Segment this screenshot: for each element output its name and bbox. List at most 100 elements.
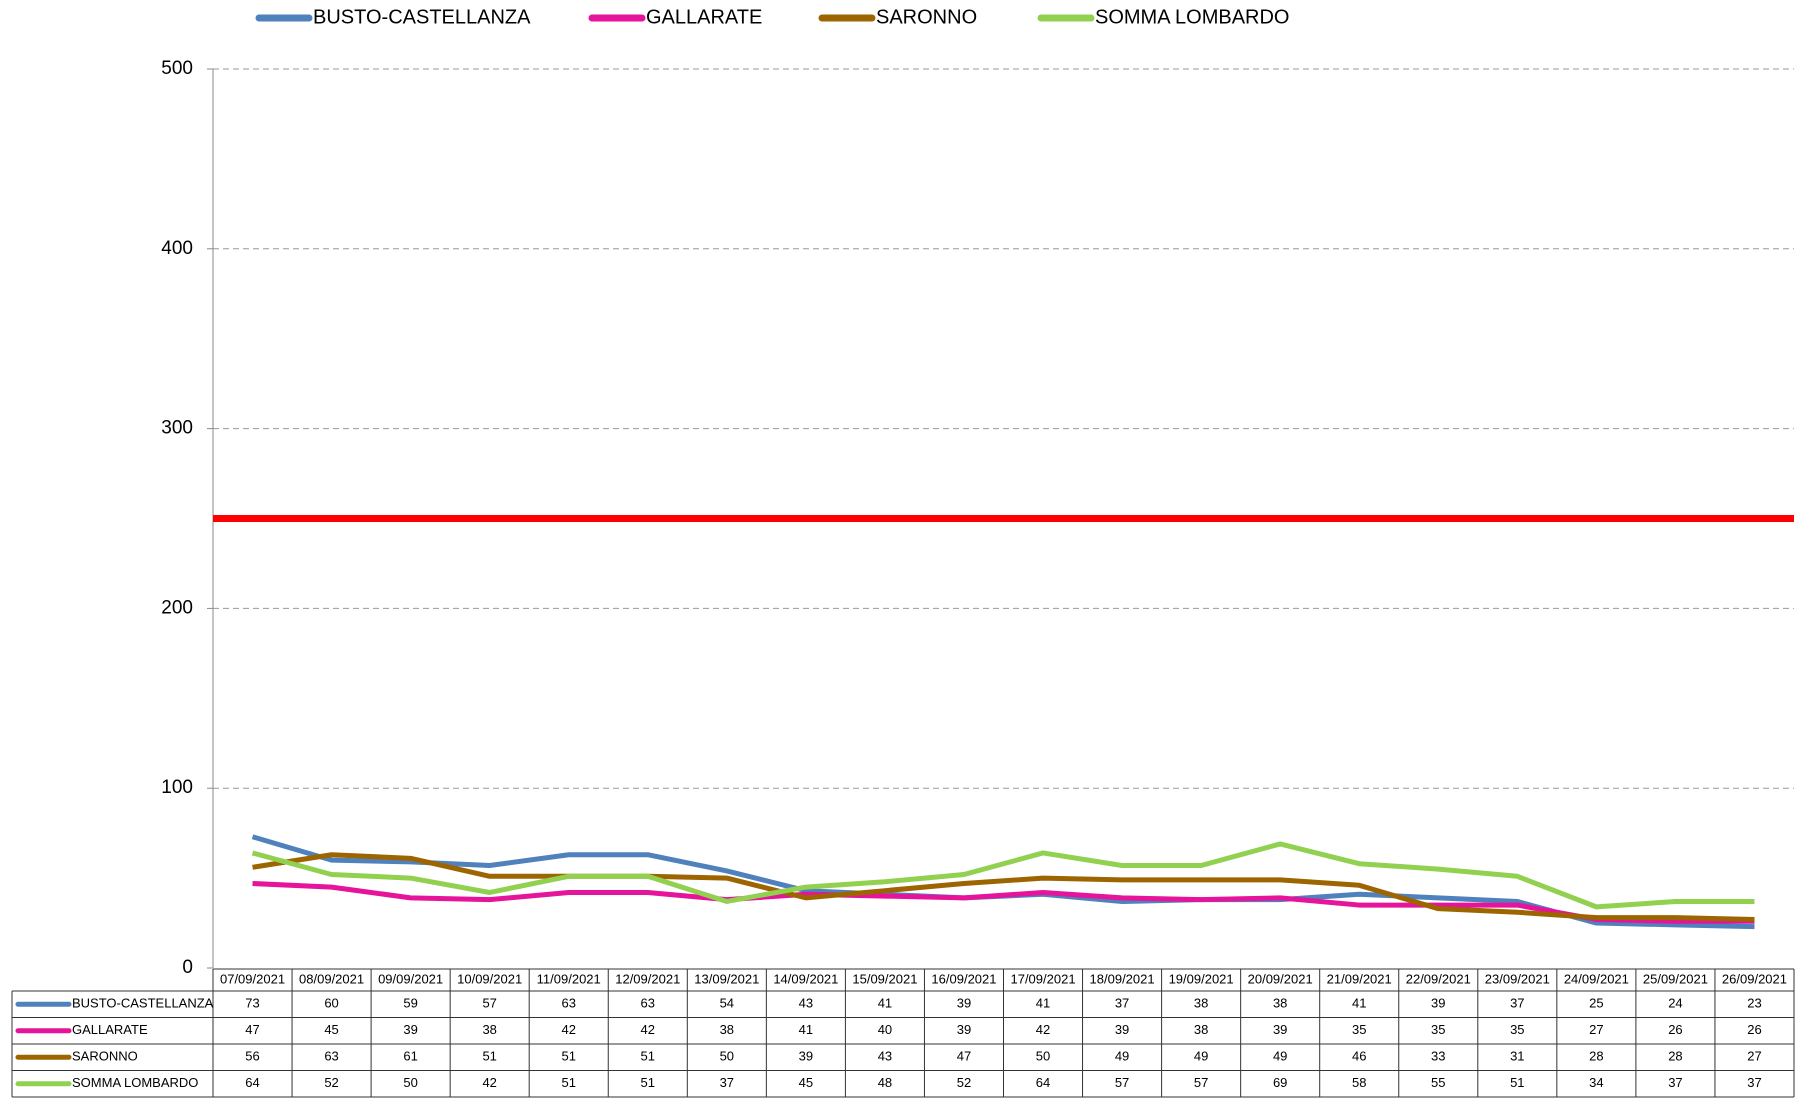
table-value: 57 xyxy=(1194,1075,1208,1090)
x-tick-label: 10/09/2021 xyxy=(457,971,522,986)
y-tick-label: 200 xyxy=(161,597,193,618)
table-value: 39 xyxy=(1115,1022,1129,1037)
series-line xyxy=(252,880,1755,924)
table-value: 61 xyxy=(403,1049,417,1064)
series-line xyxy=(251,841,1755,910)
table-value: 37 xyxy=(1747,1075,1761,1090)
table-value: 49 xyxy=(1115,1049,1129,1064)
table-value: 37 xyxy=(1115,996,1129,1011)
table-value: 39 xyxy=(1431,996,1445,1011)
table-value: 51 xyxy=(1510,1075,1524,1090)
table-value: 39 xyxy=(1273,1022,1287,1037)
table-value: 39 xyxy=(957,1022,971,1037)
table-value: 57 xyxy=(482,996,496,1011)
table-value: 42 xyxy=(1036,1022,1050,1037)
table-value: 41 xyxy=(799,1022,813,1037)
y-tick-label: 100 xyxy=(161,777,193,798)
x-tick-label: 26/09/2021 xyxy=(1722,971,1787,986)
x-tick-label: 18/09/2021 xyxy=(1090,971,1155,986)
table-value: 35 xyxy=(1431,1022,1445,1037)
table-value: 38 xyxy=(482,1022,496,1037)
legend-label: SOMMA LOMBARDO xyxy=(1095,6,1289,28)
table-value: 39 xyxy=(799,1049,813,1064)
table-value: 52 xyxy=(957,1075,971,1090)
table-value: 37 xyxy=(720,1075,734,1090)
table-value: 28 xyxy=(1589,1049,1603,1064)
table-value: 50 xyxy=(403,1075,417,1090)
table-value: 55 xyxy=(1431,1075,1445,1090)
table-value: 37 xyxy=(1668,1075,1682,1090)
table-value: 35 xyxy=(1510,1022,1524,1037)
y-tick-label: 0 xyxy=(182,957,193,978)
x-tick-label: 08/09/2021 xyxy=(299,971,364,986)
table-value: 31 xyxy=(1510,1049,1524,1064)
table-row-label: SARONNO xyxy=(72,1049,138,1064)
table-value: 56 xyxy=(245,1049,259,1064)
table-value: 25 xyxy=(1589,996,1603,1011)
x-tick-label: 19/09/2021 xyxy=(1169,971,1234,986)
table-value: 23 xyxy=(1747,996,1761,1011)
table-value: 38 xyxy=(1273,996,1287,1011)
x-tick-label: 23/09/2021 xyxy=(1485,971,1550,986)
x-tick-label: 22/09/2021 xyxy=(1406,971,1471,986)
table-value: 33 xyxy=(1431,1049,1445,1064)
table-value: 63 xyxy=(324,1049,338,1064)
table-value: 41 xyxy=(1036,996,1050,1011)
x-tick-label: 14/09/2021 xyxy=(773,971,838,986)
x-tick-label: 17/09/2021 xyxy=(1010,971,1075,986)
table-value: 26 xyxy=(1747,1022,1761,1037)
series-line xyxy=(252,852,1755,922)
table-value: 49 xyxy=(1194,1049,1208,1064)
table-value: 42 xyxy=(482,1075,496,1090)
table-value: 51 xyxy=(641,1049,655,1064)
table-value: 35 xyxy=(1352,1022,1366,1037)
table-value: 64 xyxy=(1036,1075,1050,1090)
table-value: 42 xyxy=(561,1022,575,1037)
x-tick-label: 09/09/2021 xyxy=(378,971,443,986)
table-value: 45 xyxy=(799,1075,813,1090)
table-value: 47 xyxy=(957,1049,971,1064)
table-value: 58 xyxy=(1352,1075,1366,1090)
table-row-label: BUSTO-CASTELLANZA xyxy=(72,996,214,1011)
table-value: 54 xyxy=(720,996,734,1011)
x-tick-label: 11/09/2021 xyxy=(537,971,601,986)
table-value: 50 xyxy=(720,1049,734,1064)
table-value: 27 xyxy=(1747,1049,1761,1064)
legend-label: SARONNO xyxy=(876,6,977,28)
table-value: 39 xyxy=(957,996,971,1011)
legend-label: GALLARATE xyxy=(646,6,762,28)
legend-label: BUSTO-CASTELLANZA xyxy=(313,6,531,28)
x-tick-label: 25/09/2021 xyxy=(1643,971,1708,986)
table-value: 24 xyxy=(1668,996,1682,1011)
table-value: 57 xyxy=(1115,1075,1129,1090)
table-value: 27 xyxy=(1589,1022,1603,1037)
table-value: 42 xyxy=(641,1022,655,1037)
table-value: 37 xyxy=(1510,996,1524,1011)
table-value: 69 xyxy=(1273,1075,1287,1090)
table-value: 46 xyxy=(1352,1049,1366,1064)
table-value: 34 xyxy=(1589,1075,1603,1090)
table-value: 51 xyxy=(482,1049,496,1064)
table-value: 38 xyxy=(1194,996,1208,1011)
table-row-label: SOMMA LOMBARDO xyxy=(72,1075,198,1090)
x-tick-label: 24/09/2021 xyxy=(1564,971,1629,986)
x-tick-label: 13/09/2021 xyxy=(694,971,759,986)
y-tick-label: 400 xyxy=(161,238,193,259)
table-value: 51 xyxy=(561,1075,575,1090)
table-value: 63 xyxy=(641,996,655,1011)
y-tick-label: 300 xyxy=(161,418,193,439)
table-value: 51 xyxy=(641,1075,655,1090)
table-value: 45 xyxy=(324,1022,338,1037)
table-value: 63 xyxy=(561,996,575,1011)
table-value: 47 xyxy=(245,1022,259,1037)
table-value: 39 xyxy=(403,1022,417,1037)
table-row-label: GALLARATE xyxy=(72,1022,148,1037)
x-tick-label: 15/09/2021 xyxy=(852,971,917,986)
table-value: 51 xyxy=(561,1049,575,1064)
table-value: 38 xyxy=(1194,1022,1208,1037)
table-value: 43 xyxy=(878,1049,892,1064)
table-value: 59 xyxy=(403,996,417,1011)
table-value: 41 xyxy=(878,996,892,1011)
x-tick-label: 21/09/2021 xyxy=(1327,971,1392,986)
